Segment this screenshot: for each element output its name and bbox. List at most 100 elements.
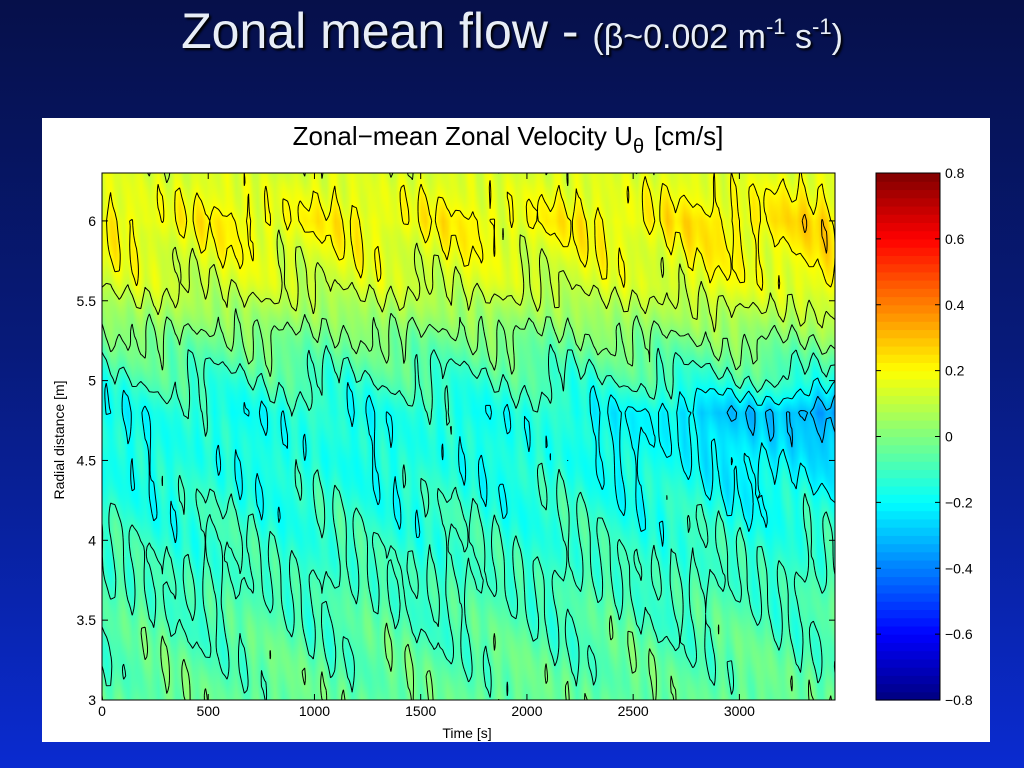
colorbar-band <box>876 280 940 289</box>
x-tick-label: 2000 <box>511 703 542 719</box>
colorbar-band <box>876 197 940 207</box>
colorbar-band <box>876 411 940 421</box>
colorbar-band <box>876 461 940 471</box>
colorbar-band <box>876 609 940 619</box>
colorbar-band <box>876 584 940 594</box>
colorbar-band <box>876 271 940 281</box>
colorbar-band <box>876 214 940 223</box>
colorbar-tick-label: 0.6 <box>945 231 965 247</box>
colorbar-band <box>876 263 940 273</box>
colorbar-band <box>876 625 940 635</box>
x-tick-label: 3000 <box>724 703 755 719</box>
y-tick-label: 5 <box>88 373 96 389</box>
colorbar-band <box>876 403 940 413</box>
colorbar-band <box>876 502 940 512</box>
colorbar-band <box>876 675 940 685</box>
colorbar-band <box>876 205 940 215</box>
colorbar-band <box>876 568 940 578</box>
colorbar-band <box>876 428 940 438</box>
colorbar-band <box>876 650 940 660</box>
colorbar-band <box>876 173 940 182</box>
colorbar-band <box>876 436 940 446</box>
contour-line <box>801 213 828 254</box>
x-axis-label: Time [s] <box>442 725 491 741</box>
colorbar-band <box>876 667 940 676</box>
y-axis: 3 3.5 4 4.5 5 5.5 6 <box>77 213 835 708</box>
x-axis: 0 500 1000 1500 2000 2500 3000 <box>98 173 755 719</box>
colorbar-tick-label: 0.4 <box>945 297 965 313</box>
colorbar-tick-label: −0.4 <box>945 560 973 576</box>
colorbar-band <box>876 304 940 314</box>
contour-line <box>104 377 836 547</box>
colorbar-tick-label: −0.8 <box>945 692 973 708</box>
matlab-figure: Zonal−mean Zonal Velocity Uθ [cm/s] 0 500 1… <box>42 118 990 742</box>
slide-title: Zonal mean flow - (β~0.002 m-1 s-1) <box>0 0 1024 64</box>
colorbar-band <box>876 642 940 652</box>
colorbar-band <box>876 576 940 586</box>
y-tick-label: 5.5 <box>77 293 97 309</box>
colorbar-band <box>876 469 940 479</box>
colorbar-band <box>876 617 940 627</box>
title-beta: (β~0.002 m-1 s-1) <box>592 14 843 56</box>
colorbar-band <box>876 420 940 429</box>
contour-line <box>101 343 836 701</box>
y-tick-label: 3.5 <box>77 612 97 628</box>
colorbar-band <box>876 345 940 355</box>
colorbar-band <box>876 378 940 388</box>
colorbar-band <box>876 321 940 331</box>
y-tick-label: 4 <box>88 532 96 548</box>
colorbar-band <box>876 395 940 405</box>
colorbar-band <box>876 658 940 668</box>
x-tick-label: 500 <box>197 703 221 719</box>
colorbar-band <box>876 255 940 265</box>
colorbar-band <box>876 296 940 306</box>
colorbar-band <box>876 387 940 396</box>
plot-area <box>101 172 836 701</box>
colorbar-band <box>876 452 940 462</box>
colorbar-tick-label: 0.8 <box>945 165 965 181</box>
colorbar-band <box>876 551 940 561</box>
colorbar-tick-label: −0.2 <box>945 494 973 510</box>
y-tick-label: 6 <box>88 213 96 229</box>
colorbar-band <box>876 634 940 643</box>
colorbar-band <box>876 222 940 232</box>
y-tick-label: 3 <box>88 692 96 708</box>
contour-line <box>106 172 836 291</box>
colorbar-band <box>876 494 940 503</box>
colorbar-tick-label: 0.2 <box>945 363 965 379</box>
colorbar-band <box>876 337 940 347</box>
colorbar-band <box>876 362 940 372</box>
colorbar: −0.8 −0.6 −0.4 −0.2 0 0.2 0.4 0.6 0.8 <box>875 165 973 708</box>
colorbar-band <box>876 370 940 380</box>
colorbar-band <box>876 683 940 693</box>
colorbar-band <box>876 510 940 520</box>
colorbar-band <box>876 288 940 298</box>
colorbar-band <box>876 477 940 487</box>
colorbar-band <box>876 181 940 191</box>
colorbar-band <box>876 354 940 363</box>
title-main: Zonal mean flow - <box>181 3 593 59</box>
colorbar-band <box>876 560 940 569</box>
colorbar-band <box>876 312 940 322</box>
contour-figure: Zonal−mean Zonal Velocity Uθ [cm/s] 0 500 1… <box>51 121 973 741</box>
colorbar-band <box>876 518 940 528</box>
x-tick-label: 0 <box>98 703 106 719</box>
x-tick-label: 2500 <box>618 703 649 719</box>
colorbar-band <box>876 535 940 545</box>
colorbar-band <box>876 444 940 454</box>
colorbar-band <box>876 691 940 701</box>
colorbar-tick-label: 0 <box>945 429 953 445</box>
velocity-field-image <box>102 173 835 700</box>
colorbar-band <box>876 543 940 553</box>
colorbar-band <box>876 189 940 199</box>
colorbar-band <box>876 485 940 495</box>
y-axis-label: Radial distance [m] <box>51 380 67 499</box>
colorbar-band <box>876 230 940 240</box>
colorbar-band <box>876 592 940 602</box>
x-tick-label: 1000 <box>299 703 330 719</box>
colorbar-tick-label: −0.6 <box>945 626 973 642</box>
colorbar-band <box>876 329 940 339</box>
contour-line <box>101 172 836 333</box>
chart-title: Zonal−mean Zonal Velocity Uθ [cm/s] <box>293 121 724 158</box>
x-tick-label: 1500 <box>405 703 436 719</box>
